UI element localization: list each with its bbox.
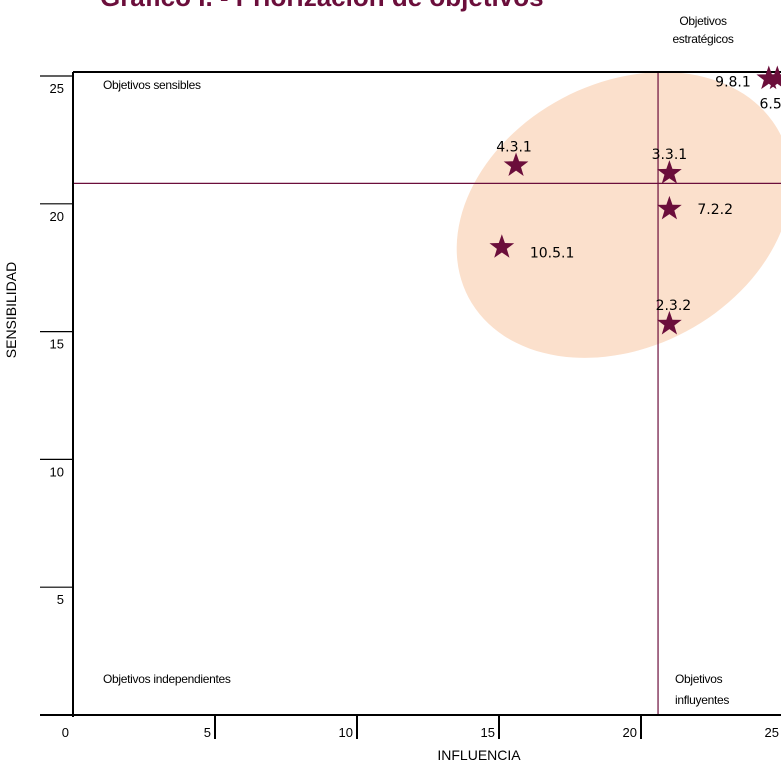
quadrant-label-sensitive: Objetivos sensibles	[103, 78, 201, 92]
x-axis-label: INFLUENCIA	[437, 747, 521, 763]
x-tick-label: 25	[765, 725, 779, 740]
strategic-zone-ellipse	[456, 72, 781, 358]
point-label: 6.5.1	[760, 97, 781, 113]
y-tick-label: 25	[50, 81, 64, 96]
x-tick-label: 10	[339, 725, 353, 740]
point-2-3-2	[657, 310, 682, 335]
point-label: 2.3.2	[656, 298, 692, 314]
x-tick-label: 0	[62, 725, 69, 740]
point-label: 3.3.1	[652, 147, 688, 163]
x-tick-label: 20	[623, 725, 637, 740]
y-tick-label: 10	[50, 464, 64, 479]
point-label: 10.5.1	[530, 245, 575, 261]
point-label: 9.8.1	[715, 75, 751, 91]
y-tick-label: 5	[57, 592, 64, 607]
y-tick-label: 15	[50, 337, 64, 352]
point-7-2-2	[657, 195, 682, 220]
y-axis-label: SENSIBILIDAD	[3, 262, 19, 358]
quadrant-label-strategic: estratégicos	[672, 32, 733, 46]
point-10-5-1	[489, 234, 515, 258]
quadrant-label-influential: Objetivos	[675, 672, 723, 686]
point-6-5-1	[764, 65, 781, 90]
point-label: 7.2.2	[697, 202, 733, 218]
quadrant-label-strategic: Objetivos	[679, 14, 727, 28]
x-tick-label: 5	[204, 725, 211, 740]
point-label: 4.3.1	[496, 139, 532, 155]
chart-title: Gráfico I. - Priorización de objetivos	[100, 0, 544, 12]
y-tick-label: 20	[50, 209, 64, 224]
x-tick-label: 15	[481, 725, 495, 740]
quadrant-label-influential: influyentes	[675, 693, 729, 707]
point-3-3-1	[657, 160, 682, 184]
quadrant-label-independent: Objetivos independientes	[103, 672, 231, 686]
point-4-3-1	[503, 152, 529, 176]
